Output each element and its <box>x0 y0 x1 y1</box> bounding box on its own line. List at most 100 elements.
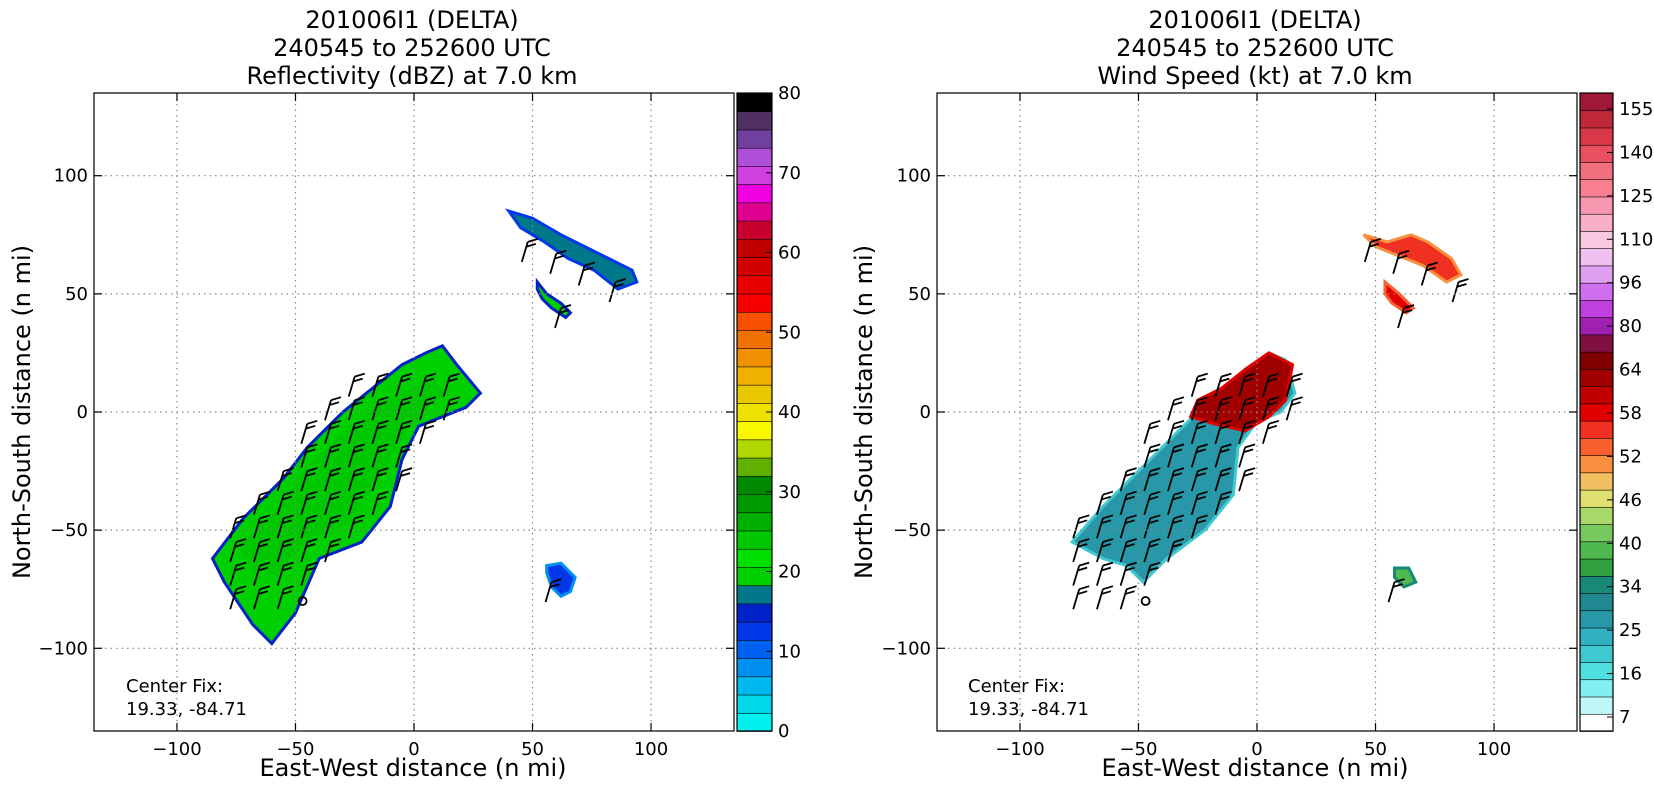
wind-barb <box>1190 372 1208 397</box>
y-tick-label: 0 <box>77 402 88 423</box>
colorbar-tick-label: 0 <box>778 721 789 742</box>
colorbar-segment <box>1579 713 1614 732</box>
wind-barb <box>276 585 294 610</box>
wind-barb <box>1143 490 1161 515</box>
colorbar-segment <box>1579 385 1614 405</box>
y-tick-label: −50 <box>50 520 88 541</box>
center-fix-label: Center Fix: <box>126 676 223 697</box>
colorbar-tick-label: 60 <box>778 243 801 264</box>
wind-barb <box>1190 490 1208 515</box>
colorbar-segment <box>1579 265 1614 284</box>
colorbar-segment <box>1579 592 1614 612</box>
echo-region <box>234 374 450 580</box>
wind-barb <box>371 490 389 515</box>
wind-barb <box>1214 467 1232 492</box>
colorbar-segment <box>1579 92 1614 112</box>
colorbar-segment <box>1579 609 1614 629</box>
echo-region <box>505 208 639 291</box>
y-axis-label: North-South distance (n mi) <box>8 245 36 579</box>
colorbar-segment <box>736 238 773 258</box>
wind-barb <box>1119 514 1137 539</box>
wind-barb <box>347 467 365 492</box>
wind-barb <box>1072 538 1090 563</box>
wind-barb <box>395 396 413 421</box>
colorbar-segment <box>736 129 773 149</box>
wind-barb <box>395 419 413 445</box>
colorbar-segment <box>1579 454 1614 474</box>
wind-barb <box>1119 467 1137 492</box>
wind-barb <box>1214 443 1232 468</box>
wind-barb <box>1214 372 1232 397</box>
wind-barb <box>1167 467 1185 492</box>
wind-barb <box>1096 514 1114 539</box>
colorbar-segment <box>736 420 773 441</box>
wind-barb <box>1119 490 1137 515</box>
colorbar-segment <box>1579 420 1614 439</box>
wind-barb <box>1143 538 1161 563</box>
wind-barb <box>1167 538 1185 563</box>
colorbar-segment <box>736 639 773 659</box>
echo-region <box>1383 278 1416 315</box>
wind-barb <box>544 578 562 603</box>
colorbar-segment <box>736 147 773 167</box>
wind-barb <box>1397 304 1415 329</box>
wind-barb <box>549 249 567 274</box>
wind-barb <box>1143 443 1161 468</box>
colorbar-segment <box>736 329 773 350</box>
y-tick-label: 100 <box>54 166 88 187</box>
colorbar-tick-label: 80 <box>1619 316 1642 337</box>
colorbar-segment <box>1579 334 1614 353</box>
colorbar-tick-label: 40 <box>778 402 801 423</box>
colorbar-tick-label: 70 <box>778 163 801 184</box>
wind-barb <box>300 443 318 468</box>
colorbar-segment <box>1579 661 1614 681</box>
colorbar-segment <box>1579 368 1614 387</box>
colorbar-segment <box>736 183 773 204</box>
y-tick-label: 50 <box>65 284 88 305</box>
wind-barb <box>276 514 294 539</box>
x-tick-label: 0 <box>1251 739 1262 760</box>
wind-barb <box>1143 514 1161 539</box>
colorbar-tick-label: 34 <box>1619 577 1642 598</box>
wind-barb <box>229 561 247 586</box>
colorbar-segment <box>1579 575 1614 594</box>
x-tick-label: −100 <box>995 739 1044 760</box>
reflectivity-plot-area: −100 −50 0 50 100 −100 −50 0 50 100 <box>39 92 735 760</box>
wind-barb <box>1072 561 1090 586</box>
colorbar-segment <box>1579 558 1614 577</box>
colorbar-segment <box>1579 506 1614 525</box>
wind-barb <box>1119 585 1137 610</box>
colorbar-segment <box>736 493 773 514</box>
x-tick-label: 100 <box>634 739 668 760</box>
colorbar-segment <box>736 202 773 222</box>
wind-barb <box>1096 490 1114 515</box>
colorbar-segment <box>736 566 773 586</box>
wind-barb <box>1190 443 1208 468</box>
wind-barb <box>1167 514 1185 539</box>
wind-barb <box>1072 585 1090 610</box>
wind-barb <box>276 467 294 492</box>
colorbar-segment <box>736 439 773 459</box>
colorbar-tick-label: 40 <box>1619 533 1642 554</box>
wind-barb <box>395 443 413 468</box>
center-fix-value: 19.33, -84.71 <box>126 699 247 720</box>
wind-barb <box>1214 396 1232 421</box>
wind-barb <box>1387 578 1405 603</box>
wind-barb <box>1190 514 1208 539</box>
wind-barb <box>276 490 294 515</box>
wind-barb <box>1143 419 1161 445</box>
wind-barb <box>324 443 342 468</box>
center-marker <box>1140 596 1151 606</box>
wind-barb <box>1238 443 1256 468</box>
center-fix-label: Center Fix: <box>968 676 1065 697</box>
colorbar-segment <box>1579 161 1614 181</box>
x-axis-label: East-West distance (n mi) <box>259 754 566 782</box>
wind-barb <box>1363 238 1382 263</box>
x-tick-label: −50 <box>276 739 314 760</box>
colorbar-segment <box>1579 437 1614 456</box>
wind-barb <box>1238 396 1256 421</box>
colorbar-segment <box>1579 472 1614 491</box>
colorbar-segment <box>736 165 773 185</box>
y-axis-label: North-South distance (n mi) <box>850 245 878 579</box>
wind-barb <box>300 561 318 586</box>
